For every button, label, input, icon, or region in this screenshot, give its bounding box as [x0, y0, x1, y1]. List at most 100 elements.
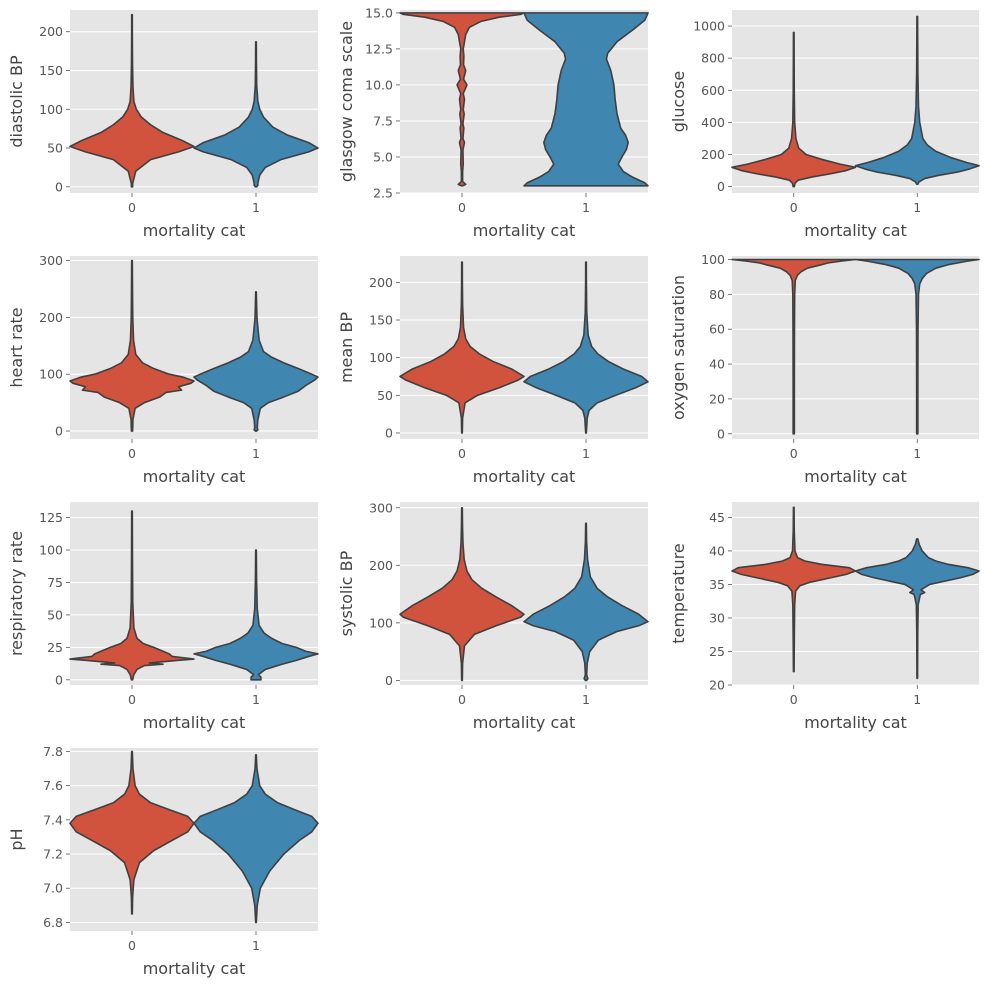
y-axis-label: systolic BP [337, 550, 356, 636]
y-tick-label: 30 [709, 610, 725, 625]
y-tick-label: 0 [55, 179, 63, 194]
violin-panel-1: 0 50 100 150 200 0 1 mortality cat diastolic BP [7, 10, 319, 240]
y-tick-label: 7.8 [43, 744, 63, 759]
y-tick-label: 35 [709, 577, 725, 592]
plot-background [400, 256, 648, 439]
y-tick-label: 100 [369, 615, 393, 630]
y-tick-label: 7.4 [43, 812, 63, 827]
x-tick-label: 0 [790, 446, 798, 461]
y-tick-label: 45 [709, 510, 725, 525]
y-axis-label: heart rate [7, 307, 26, 387]
y-axis-label: oxygen saturation [669, 275, 688, 420]
y-axis-label: glasgow coma scale [337, 21, 356, 182]
x-tick-label: 1 [252, 446, 260, 461]
y-tick-label: 100 [369, 350, 393, 365]
violin-panel-9: 20 25 30 35 40 45 0 1 mortality cat temperature [669, 502, 980, 732]
x-axis-label: mortality cat [143, 467, 246, 486]
y-tick-label: 0 [717, 179, 725, 194]
violin-0 [731, 31, 857, 188]
y-tick-label: 7.2 [43, 847, 63, 862]
y-axis-label: mean BP [337, 312, 356, 383]
y-tick-label: 100 [39, 543, 63, 558]
x-tick-label: 1 [582, 200, 590, 215]
violin-1 [193, 291, 319, 432]
y-axis-label: pH [7, 828, 26, 850]
x-tick-label: 0 [128, 446, 136, 461]
violin-panel-3: 0 200 400 600 800 1000 0 1 mortality cat glucose [669, 10, 980, 240]
y-tick-label: 12.5 [365, 41, 393, 56]
y-tick-label: 0 [55, 424, 63, 439]
y-axis-label: diastolic BP [7, 55, 26, 148]
x-tick-label: 1 [913, 200, 921, 215]
violin-1 [854, 538, 980, 680]
violin-1 [854, 258, 980, 435]
y-tick-label: 75 [47, 575, 63, 590]
x-axis-label: mortality cat [143, 713, 246, 732]
violin-0 [731, 258, 857, 435]
x-tick-label: 1 [913, 446, 921, 461]
violin-panel-6: 0 20 40 60 80 100 0 1 mortality cat oxygen satura… [669, 252, 980, 486]
y-tick-label: 2.5 [373, 186, 393, 201]
x-tick-label: 1 [252, 200, 260, 215]
x-tick-label: 0 [128, 200, 136, 215]
violin-0 [399, 506, 525, 682]
x-tick-label: 0 [458, 692, 466, 707]
y-tick-label: 7.5 [373, 113, 393, 128]
x-axis-label: mortality cat [804, 467, 907, 486]
y-tick-label: 50 [47, 607, 63, 622]
x-tick-label: 1 [913, 692, 921, 707]
violin-1 [523, 12, 649, 187]
y-tick-label: 15.0 [365, 5, 393, 20]
plot-background [732, 502, 979, 685]
violin-1 [854, 15, 980, 185]
y-axis-label: respiratory rate [7, 531, 26, 656]
y-tick-label: 600 [701, 83, 725, 98]
x-tick-label: 0 [458, 200, 466, 215]
plot-background [70, 10, 318, 193]
x-tick-label: 1 [252, 938, 260, 953]
y-tick-label: 125 [39, 510, 63, 525]
violin-0 [731, 506, 857, 673]
y-tick-label: 20 [709, 391, 725, 406]
x-tick-label: 1 [582, 446, 590, 461]
y-tick-label: 150 [369, 313, 393, 328]
violin-panel-2: 2.5 5.0 7.5 10.0 12.5 15.0 0 1 mortality cat glas… [337, 5, 649, 240]
x-tick-label: 1 [252, 692, 260, 707]
x-tick-label: 1 [582, 692, 590, 707]
y-tick-label: 60 [709, 322, 725, 337]
y-tick-label: 7.0 [43, 881, 63, 896]
y-tick-label: 800 [701, 51, 725, 66]
violin-1 [523, 261, 649, 434]
violin-0 [399, 12, 525, 187]
y-tick-label: 20 [709, 678, 725, 693]
violin-1 [193, 40, 319, 188]
y-tick-label: 10.0 [365, 77, 393, 92]
x-tick-label: 0 [458, 446, 466, 461]
x-axis-label: mortality cat [473, 221, 576, 240]
y-tick-label: 300 [39, 253, 63, 268]
y-tick-label: 7.6 [43, 778, 63, 793]
violin-1 [193, 549, 319, 681]
y-tick-label: 400 [701, 115, 725, 130]
y-tick-label: 5.0 [373, 149, 393, 164]
y-tick-label: 1000 [693, 19, 725, 34]
violin-panel-10: 6.8 7.0 7.2 7.4 7.6 7.8 0 1 mortality cat pH [7, 744, 319, 978]
x-axis-label: mortality cat [473, 467, 576, 486]
x-tick-label: 0 [790, 692, 798, 707]
y-tick-label: 0 [717, 426, 725, 441]
violin-1 [193, 754, 319, 924]
violin-0 [69, 510, 195, 681]
x-axis-label: mortality cat [143, 221, 246, 240]
y-tick-label: 100 [39, 367, 63, 382]
y-axis-label: glucose [669, 71, 688, 133]
x-tick-label: 0 [790, 200, 798, 215]
x-axis-label: mortality cat [143, 959, 246, 978]
y-tick-label: 200 [369, 275, 393, 290]
y-tick-label: 40 [709, 543, 725, 558]
plot-background [70, 256, 318, 439]
x-tick-label: 0 [128, 692, 136, 707]
violin-0 [399, 261, 525, 434]
violin-1 [523, 522, 649, 682]
y-tick-label: 200 [369, 558, 393, 573]
